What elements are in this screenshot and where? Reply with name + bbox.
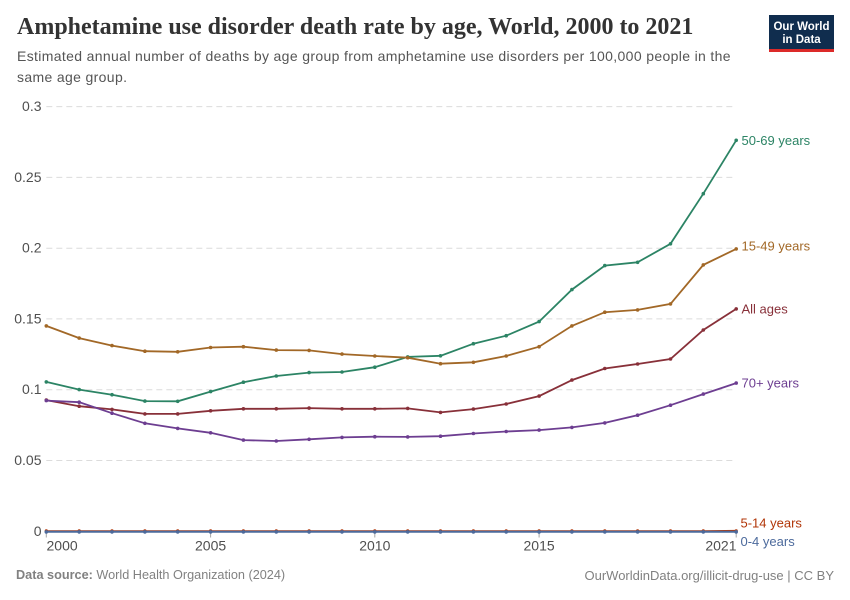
svg-text:50-69 years: 50-69 years: [742, 133, 811, 148]
svg-text:0.2: 0.2: [22, 240, 42, 256]
svg-text:2010: 2010: [359, 538, 390, 554]
svg-text:70+ years: 70+ years: [742, 376, 800, 391]
svg-text:15-49 years: 15-49 years: [742, 239, 811, 254]
svg-text:All ages: All ages: [742, 302, 789, 317]
svg-text:2015: 2015: [524, 538, 555, 554]
svg-text:2000: 2000: [47, 538, 78, 554]
svg-text:0.25: 0.25: [14, 169, 41, 185]
svg-text:2005: 2005: [195, 538, 226, 554]
svg-text:5-14 years: 5-14 years: [741, 516, 803, 531]
svg-text:0.1: 0.1: [22, 381, 42, 397]
svg-text:0.3: 0.3: [22, 98, 42, 114]
svg-text:0.15: 0.15: [14, 310, 41, 326]
svg-text:0.05: 0.05: [14, 452, 41, 468]
svg-text:0-4 years: 0-4 years: [741, 534, 796, 549]
svg-text:0: 0: [34, 523, 42, 539]
svg-text:2021: 2021: [705, 538, 736, 554]
